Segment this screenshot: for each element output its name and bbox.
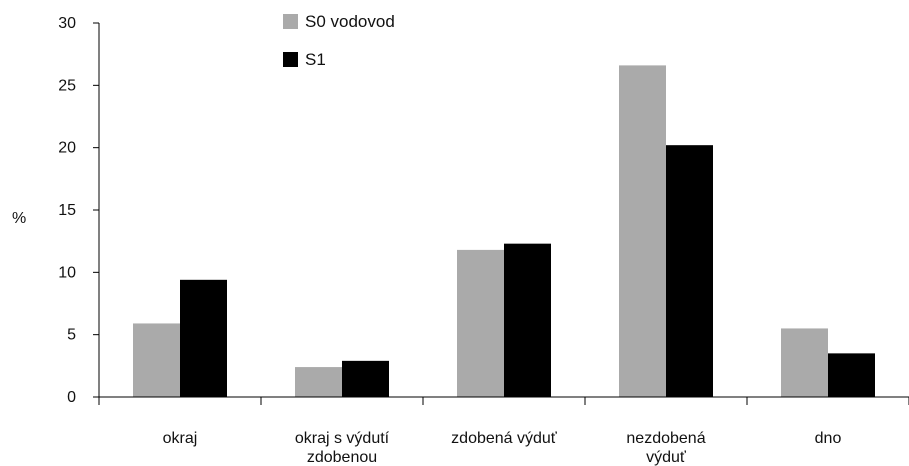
- y-tick-label: 15: [58, 202, 76, 219]
- x-tick-label: zdobená výduť: [451, 430, 558, 447]
- bar-s0-4: [781, 328, 828, 397]
- legend-swatch: [283, 14, 298, 29]
- y-tick-label: 20: [58, 140, 76, 157]
- bar-s1-2: [504, 243, 551, 397]
- bar-s1-4: [828, 353, 875, 397]
- y-tick-label: 30: [58, 15, 76, 32]
- y-axis-label: %: [12, 210, 26, 227]
- bar-s1-1: [342, 360, 389, 397]
- bar-s0-3: [619, 65, 666, 398]
- bar-s1-0: [180, 279, 227, 397]
- y-tick-label: 10: [58, 264, 76, 281]
- bar-s1-3: [666, 145, 713, 397]
- legend-entry: S0 vodovod: [305, 12, 395, 31]
- bar-s0-1: [295, 367, 342, 397]
- y-tick-label: 25: [58, 77, 76, 94]
- x-tick-label: nezdobená výduť: [626, 430, 705, 466]
- y-tick-label: 0: [67, 389, 76, 406]
- bars: [133, 65, 875, 398]
- legend-entry: S1: [305, 50, 326, 69]
- bar-s0-2: [457, 249, 504, 397]
- x-axis: okraj okraj s výdutí zdobenou zdobená výduť…: [98, 396, 909, 466]
- legend-swatch: [283, 52, 298, 67]
- y-axis: 0 5 10 15 20 25 30: [58, 15, 100, 406]
- x-tick-label: dno: [815, 430, 842, 447]
- x-tick-label: okraj s výdutí zdobenou: [295, 430, 390, 466]
- x-tick-label: okraj: [163, 430, 198, 447]
- legend: S0 vodovod S1: [283, 12, 395, 69]
- bar-s0-0: [133, 323, 180, 397]
- y-tick-label: 5: [67, 327, 76, 344]
